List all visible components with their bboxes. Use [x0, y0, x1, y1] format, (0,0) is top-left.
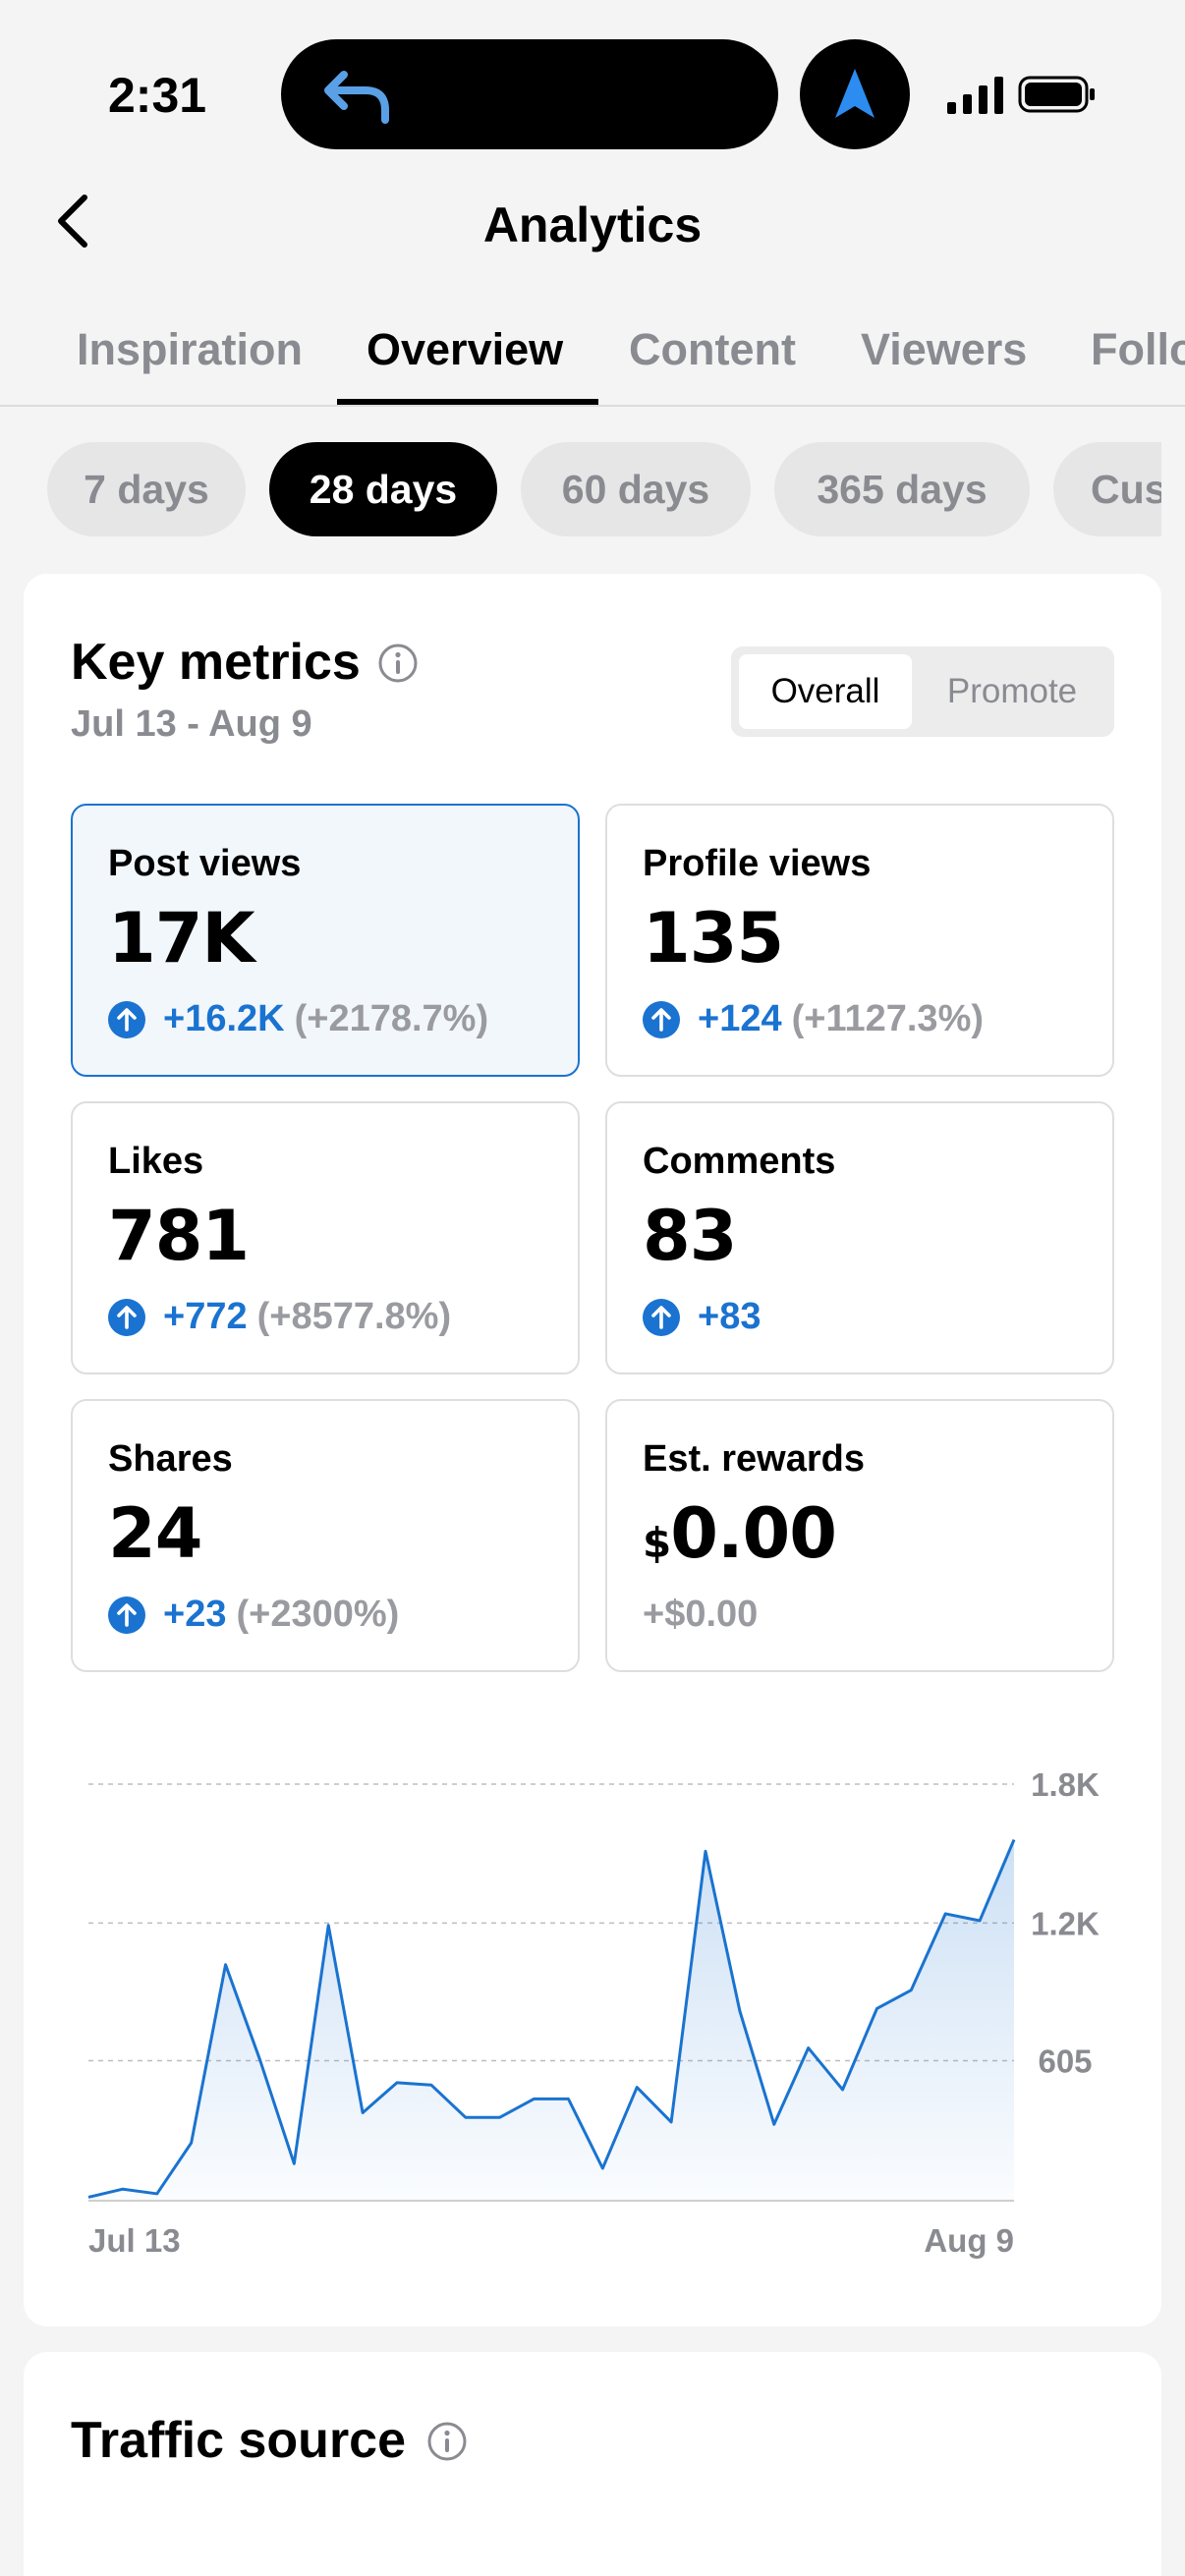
- metric-value: 17K: [108, 898, 255, 979]
- chevron-left-icon: [58, 195, 87, 248]
- status-time: 2:31: [108, 68, 207, 123]
- tab-viewers[interactable]: Viewers: [861, 324, 1028, 374]
- toggle-overall[interactable]: Overall: [739, 654, 912, 729]
- date-range: Jul 13 - Aug 9: [71, 703, 312, 745]
- metric-card-est-rewards[interactable]: Est. rewards $0.00 +$0.00: [605, 1399, 1114, 1672]
- traffic-source-title: Traffic source: [71, 2412, 407, 2469]
- x-axis-end-label: Aug 9: [924, 2222, 1014, 2259]
- y-axis-tick-label: 1.2K: [1031, 1905, 1100, 1941]
- chart-area-fill: [88, 1839, 1014, 2201]
- arrow-up-circle-icon: [108, 1000, 145, 1038]
- metric-label: Post views: [108, 843, 302, 884]
- metric-percent: (+2178.7%): [294, 998, 489, 1039]
- tab-overview[interactable]: Overview: [367, 324, 564, 374]
- arrow-up-circle-icon: [643, 1000, 680, 1038]
- metric-change: +16.2K (+2178.7%): [108, 998, 488, 1040]
- metric-value: $0.00: [643, 1493, 837, 1574]
- page-title: Analytics: [482, 197, 703, 252]
- metric-label: Likes: [108, 1141, 204, 1182]
- period-chip-28-days[interactable]: 28 days: [269, 442, 497, 536]
- metric-delta: +23: [163, 1594, 227, 1635]
- metric-label: Comments: [643, 1141, 836, 1182]
- metric-card-post-views[interactable]: Post views 17K +16.2K (+2178.7%): [71, 804, 580, 1077]
- metric-change: +83: [643, 1296, 761, 1338]
- navigation-indicator: [800, 39, 910, 149]
- metric-change: +124 (+1127.3%): [643, 998, 984, 1040]
- post-views-chart: 1.8K 1.2K 605 Jul 13 Aug 9: [87, 1766, 1100, 2259]
- metric-percent: (+2300%): [236, 1594, 400, 1635]
- period-chip-60-days[interactable]: 60 days: [521, 442, 751, 536]
- y-axis-tick-label: 1.8K: [1031, 1766, 1100, 1803]
- tab-content[interactable]: Content: [629, 324, 796, 374]
- metric-card-profile-views[interactable]: Profile views 135 +124 (+1127.3%): [605, 804, 1114, 1077]
- metric-card-likes[interactable]: Likes 781 +772 (+8577.8%): [71, 1101, 580, 1374]
- metric-delta: +$0.00: [643, 1594, 759, 1635]
- info-icon[interactable]: [377, 643, 419, 684]
- x-axis-start-label: Jul 13: [88, 2222, 181, 2259]
- key-metrics-title: Key metrics: [71, 634, 361, 691]
- header: Analytics: [0, 187, 1185, 285]
- metric-delta: +16.2K: [163, 998, 285, 1039]
- traffic-source-card: Traffic source: [24, 2352, 1161, 2576]
- metric-delta: +124: [698, 998, 782, 1039]
- metric-delta: +83: [698, 1296, 762, 1337]
- battery-icon: [1018, 76, 1095, 113]
- metric-delta: +772: [163, 1296, 248, 1337]
- period-selector: 7 days 28 days 60 days 365 days Cus: [0, 442, 1161, 538]
- metric-value: 24: [108, 1493, 202, 1574]
- metric-percent: (+1127.3%): [791, 998, 985, 1039]
- metric-change: +23 (+2300%): [108, 1594, 399, 1636]
- metric-value: 781: [108, 1196, 250, 1276]
- period-chip-365-days[interactable]: 365 days: [774, 442, 1030, 536]
- metric-change: +$0.00: [643, 1594, 758, 1636]
- arrow-up-circle-icon: [108, 1596, 145, 1634]
- tab-bar: Inspiration Overview Content Viewers Fol…: [0, 285, 1185, 407]
- metric-card-shares[interactable]: Shares 24 +23 (+2300%): [71, 1399, 580, 1672]
- arrow-up-circle-icon: [643, 1298, 680, 1336]
- metric-label: Shares: [108, 1438, 233, 1480]
- arrow-up-circle-icon: [108, 1298, 145, 1336]
- back-button[interactable]: [33, 187, 112, 255]
- active-tab-indicator: [337, 399, 598, 405]
- chart-line: [87, 1838, 1016, 2199]
- metric-amount: 0.00: [670, 1493, 837, 1574]
- period-chip-7-days[interactable]: 7 days: [47, 442, 246, 536]
- metric-value: 83: [643, 1196, 737, 1276]
- tab-inspiration[interactable]: Inspiration: [77, 324, 304, 374]
- y-axis-tick-label: 605: [1038, 2043, 1092, 2079]
- status-bar: 2:31: [0, 0, 1185, 187]
- cellular-signal-icon: [947, 77, 1003, 114]
- metric-value: 135: [643, 898, 784, 979]
- navigation-arrow-icon: [835, 69, 875, 118]
- info-icon[interactable]: [426, 2421, 468, 2462]
- return-arrow-icon: [324, 71, 389, 124]
- metric-percent: (+8577.8%): [256, 1296, 452, 1337]
- metric-label: Est. rewards: [643, 1438, 865, 1480]
- metric-change: +772 (+8577.8%): [108, 1296, 451, 1338]
- tab-followers[interactable]: Follo: [1091, 324, 1185, 374]
- dynamic-island: [281, 39, 778, 149]
- toggle-promote[interactable]: Promote: [946, 672, 1078, 710]
- metric-card-comments[interactable]: Comments 83 +83: [605, 1101, 1114, 1374]
- overall-promote-toggle: Overall Promote: [731, 646, 1114, 737]
- key-metrics-card: Key metrics Jul 13 - Aug 9 Overall Promo…: [24, 574, 1161, 2326]
- currency-symbol: $: [643, 1519, 671, 1567]
- period-chip-custom[interactable]: Cus: [1053, 442, 1161, 536]
- metric-label: Profile views: [643, 843, 872, 884]
